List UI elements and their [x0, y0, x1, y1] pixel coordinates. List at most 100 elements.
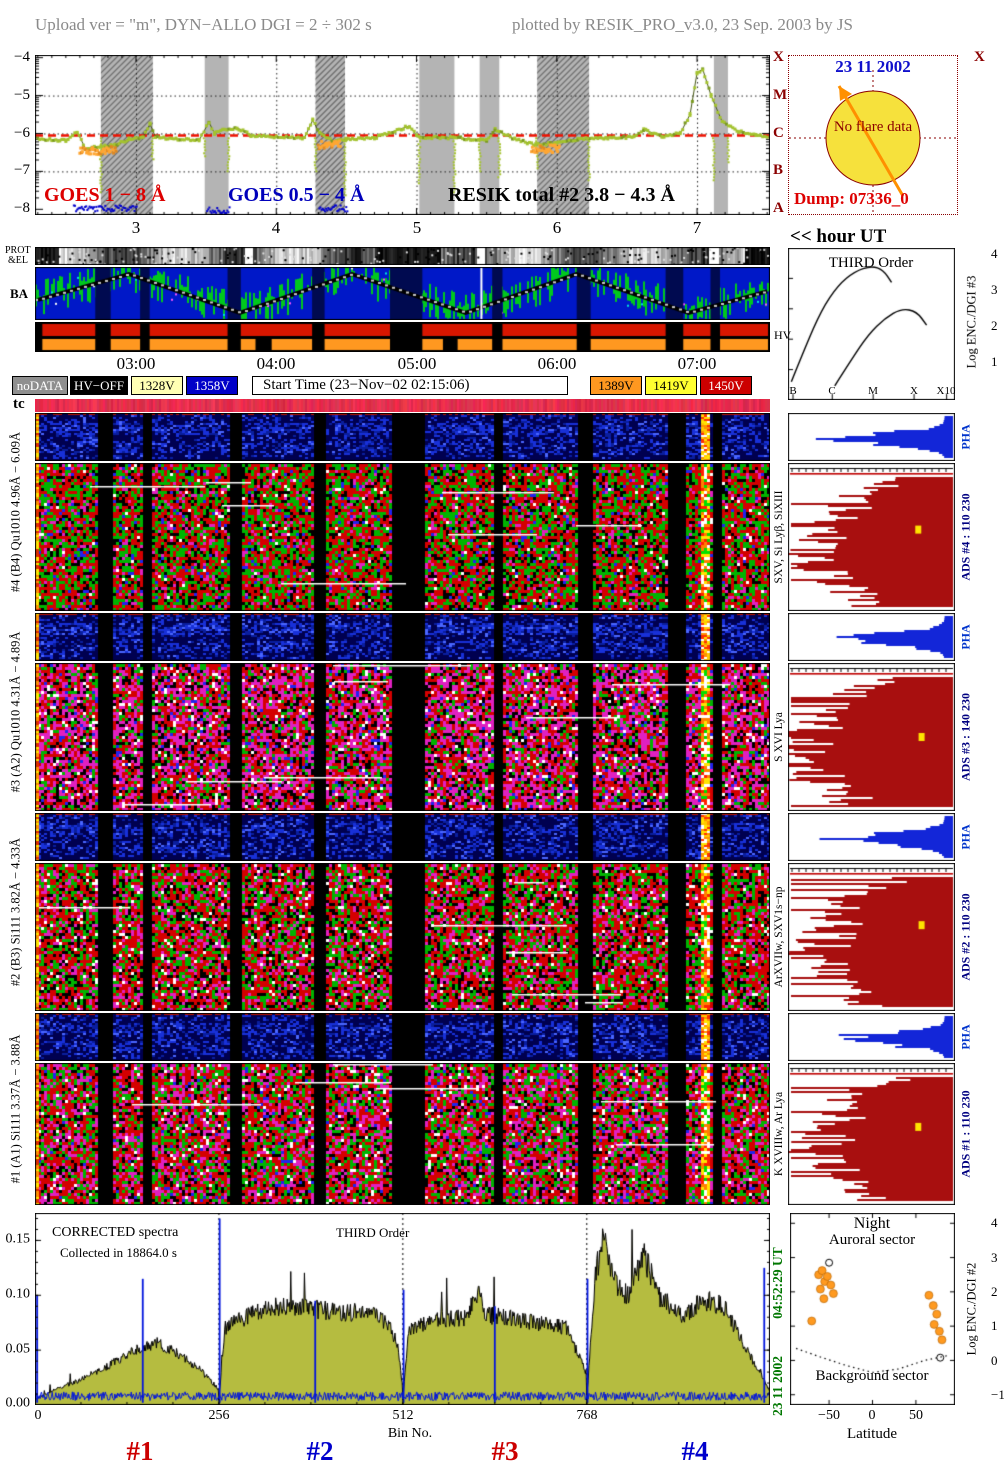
- goes-xtick-3: 6: [552, 218, 562, 237]
- legend-item-0: noDATA: [12, 376, 68, 395]
- pha-label-ch4: PHA: [958, 424, 973, 450]
- corrected-spectra-plot: [35, 1213, 770, 1405]
- scatter-background-label: Background sector: [815, 1368, 929, 1384]
- third-xtick-x10: X10: [936, 385, 956, 397]
- legend-item-2: 1328V: [131, 376, 183, 395]
- ads-label-ch1: ADS #1 : 110 230: [958, 1090, 973, 1178]
- sun-disk: [825, 90, 921, 186]
- third-xtick-1: C: [828, 385, 836, 397]
- spec-xtick-0: 0: [34, 1408, 42, 1423]
- spec-xtick-1: 256: [208, 1408, 230, 1423]
- channel-label-ch1: #1 (A1) Si111 3.37Å − 3.88Å: [8, 1034, 23, 1184]
- goes-xtick-1: 4: [271, 218, 281, 237]
- third-xtick-3: X: [910, 385, 918, 397]
- ads-hist-ch2: [788, 863, 955, 1011]
- ba-label: BA: [10, 286, 29, 301]
- lines-label-ch3: S XVI Lya: [772, 712, 785, 762]
- third-ytick-0: 4: [991, 246, 998, 262]
- goes-class-0: X: [773, 49, 784, 66]
- time-tick-3: 06:00: [537, 354, 577, 373]
- segment-label-2: #2: [306, 1436, 334, 1466]
- goes-xtick-0: 3: [131, 218, 141, 237]
- segment-label-1: #1: [126, 1436, 154, 1466]
- third-ylabel: Log ENC./DGI #3: [964, 275, 979, 369]
- goes-class-1: M: [773, 87, 788, 104]
- side-date: 23 11 2002: [769, 1355, 785, 1417]
- ads-label-ch2: ADS #2 : 110 230: [958, 893, 973, 981]
- ads-hist-ch3: [788, 663, 955, 811]
- pha-strip-ch1: [35, 1013, 770, 1061]
- legend-item-4: 1389V: [590, 376, 642, 395]
- goes-flux-plot: [35, 55, 770, 215]
- ads-label-ch4: ADS #4 : 110 230: [958, 493, 973, 581]
- hour-ut-label: << hour UT: [790, 226, 887, 247]
- pha-hist-ch1: [788, 1013, 955, 1061]
- latitude-scatter-plot: [790, 1213, 955, 1405]
- sun-graphic: [789, 70, 957, 214]
- ba-orbit-strip: [35, 267, 770, 320]
- scat-ytick-2: 2: [991, 1284, 998, 1300]
- goes-xtick-4: 7: [692, 218, 702, 237]
- pha-strip-ch3: [35, 613, 770, 661]
- spec-xlabel: Bin No.: [387, 1426, 433, 1441]
- pha-strip-ch2: [35, 813, 770, 861]
- third-ytick-2: 2: [991, 318, 998, 334]
- third-xtick-0: B: [789, 385, 797, 397]
- time-tick-2: 05:00: [397, 354, 437, 373]
- third-xtick-2: M: [868, 385, 878, 397]
- channel-label-ch2: #2 (B3) Si111 3.82Å − 4.33Å: [8, 837, 23, 987]
- goes-ytick-2: −6: [14, 125, 30, 142]
- proton-electron-strip: [35, 247, 770, 265]
- hv-state-strip: [35, 322, 770, 352]
- spectrogram-ch3: [35, 663, 770, 811]
- header-left: Upload ver = "m", DYN−ALLO DGI = 2 ÷ 302…: [35, 15, 372, 34]
- ads-hist-ch4: [788, 463, 955, 611]
- goes-ytick-0: −4: [14, 49, 30, 66]
- sun-date: 23 11 2002: [835, 57, 911, 76]
- flare-arrow-head-icon: [839, 86, 852, 101]
- pha-strip-ch4: [35, 413, 770, 461]
- pha-label-ch3: PHA: [958, 624, 973, 650]
- tc-bar: [35, 399, 770, 412]
- goes-class-4: A: [773, 200, 784, 217]
- pha-hist-ch2: [788, 813, 955, 861]
- ads-label-ch3: ADS #3 : 140 230: [958, 692, 973, 782]
- lines-label-ch2: ArXVIIw, SXV1s−np: [772, 886, 785, 988]
- goes-series-label-short: GOES 0.5 − 4 Å: [228, 184, 365, 206]
- goes-class-3: B: [773, 162, 784, 179]
- legend-item-1: HV−OFF: [70, 376, 128, 395]
- goes-series-label-long: GOES 1 − 8 Å: [44, 184, 166, 206]
- sun-panel: [788, 55, 958, 215]
- third-ytick-1: 3: [991, 282, 998, 298]
- time-tick-4: 07:00: [677, 354, 717, 373]
- scat-ytick-0: 4: [991, 1215, 998, 1231]
- scat-xtick-2: 50: [909, 1408, 923, 1423]
- scat-xlabel: Latitude: [847, 1426, 897, 1442]
- scat-ytick-5: −1: [991, 1387, 1004, 1403]
- legend-item-3: 1358V: [186, 376, 238, 395]
- spec-xtick-2: 512: [392, 1408, 414, 1423]
- pha-label-ch1: PHA: [958, 1024, 973, 1050]
- spec-ytick-0: 0.15: [5, 1231, 31, 1247]
- scat-ytick-4: 0: [991, 1353, 998, 1369]
- flare-arrow-icon: [837, 85, 905, 197]
- spec-ytick-3: 0.00: [5, 1395, 31, 1411]
- scat-ylabel: Log ENC./DGI #2: [964, 1262, 979, 1356]
- time-tick-0: 03:00: [116, 354, 156, 373]
- corner-class-letter: X: [974, 49, 985, 66]
- lines-label-ch1: K XVIIIw, Ar Lya: [772, 1091, 785, 1177]
- header-right: plotted by RESIK_PRO_v3.0, 23 Sep. 2003 …: [512, 15, 853, 34]
- goes-xtick-2: 5: [412, 218, 422, 237]
- scatter-night-label: Night: [853, 1215, 891, 1232]
- sun-dump: Dump: 07336_0: [794, 189, 909, 208]
- scat-xtick-1: 0: [868, 1408, 876, 1423]
- spec-ytick-1: 0.10: [5, 1286, 31, 1302]
- third-order-plot: [788, 248, 955, 400]
- third-order-title: THIRD Order: [828, 255, 914, 271]
- goes-class-2: C: [773, 125, 784, 142]
- scatter-auroral-label: Auroral sector: [828, 1232, 916, 1248]
- prot-el-label-top: PROT: [5, 245, 31, 256]
- pha-hist-ch3: [788, 613, 955, 661]
- spectra-subtitle: Collected in 18864.0 s: [60, 1245, 177, 1260]
